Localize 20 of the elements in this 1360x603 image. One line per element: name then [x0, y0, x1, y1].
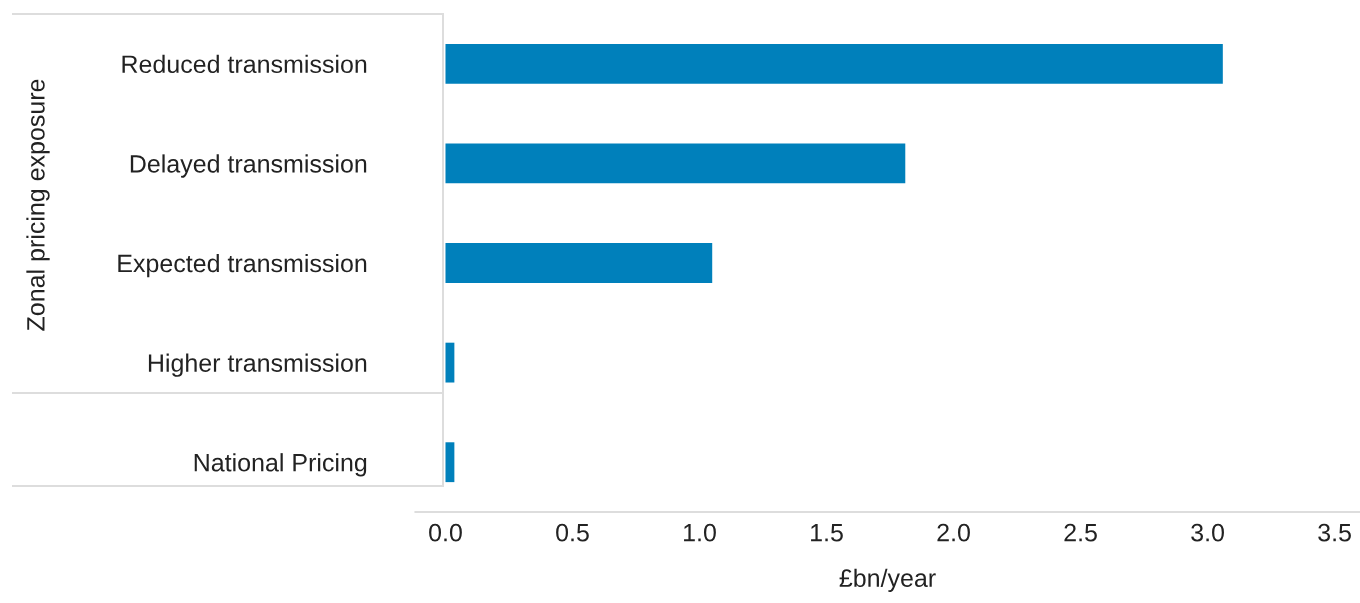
y-tick-label: National Pricing — [194, 453, 367, 477]
bar — [445, 143, 906, 184]
x-tick-label: 1.0 — [684, 523, 716, 542]
bar — [445, 342, 455, 383]
x-tick-label: 0.5 — [556, 523, 589, 542]
x-tick-label: 3.0 — [1191, 523, 1224, 542]
bar — [445, 43, 1223, 84]
x-tick-label: 3.5 — [1318, 523, 1351, 542]
y-tick-label: Reduced transmission — [122, 54, 367, 74]
x-tick-label: 1.5 — [811, 524, 843, 542]
y-tick-label: Higher transmission — [148, 353, 367, 377]
x-tick-label: 2.0 — [937, 523, 970, 542]
x-tick-label: 2.5 — [1064, 523, 1097, 542]
y-tick-label: Delayed transmission — [130, 154, 367, 178]
y-axis-title: Zonal pricing exposure — [26, 79, 50, 331]
x-tick-label: 0.0 — [429, 523, 462, 542]
bar — [445, 442, 455, 483]
y-tick-label: Expected transmission — [118, 253, 367, 278]
x-axis-title: £bn/year — [839, 568, 936, 592]
bar — [445, 243, 713, 283]
